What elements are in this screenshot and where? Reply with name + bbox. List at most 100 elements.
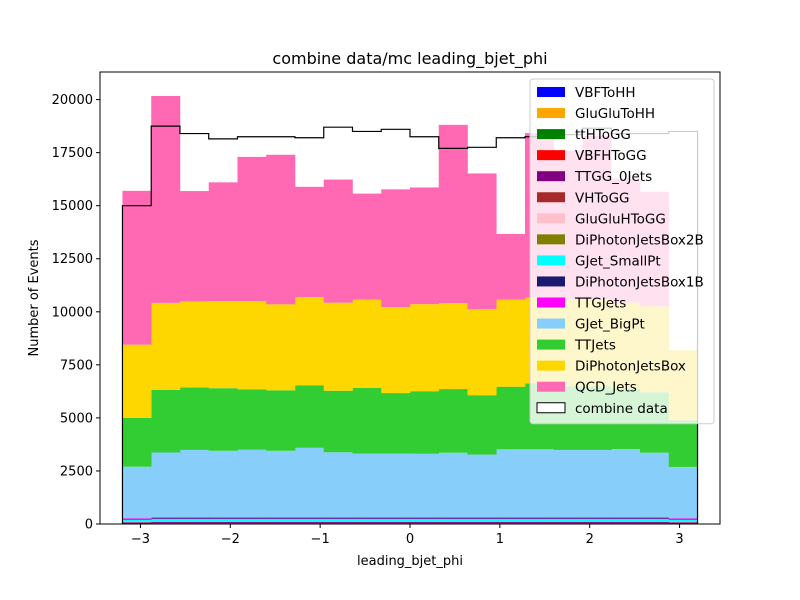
bar-gjet-bigpt-bin-3 xyxy=(208,450,238,518)
x-tick-label: −2 xyxy=(221,532,240,547)
bar-gjet-bigpt-bin-9 xyxy=(381,453,411,518)
bar-ttgjets-bin-14 xyxy=(525,517,555,519)
bar-ttgg-0jets-bin-7 xyxy=(323,522,353,524)
bar-ttgjets-bin-17 xyxy=(611,517,641,519)
legend-label-diphotonjetsbox1b: DiPhotonJetsBox1B xyxy=(575,274,704,290)
legend-swatch-combine-data xyxy=(536,402,566,414)
x-axis-label: leading_bjet_phi xyxy=(357,554,463,569)
legend-label-vhtogg: VHToGG xyxy=(575,190,630,206)
legend-swatch-ttjets xyxy=(537,339,565,350)
bar-gjet-bigpt-bin-6 xyxy=(294,447,325,518)
bar-ttgjets-bin-1 xyxy=(151,517,181,519)
bar-gjet-bigpt-bin-8 xyxy=(352,453,382,518)
y-tick-label: 20000 xyxy=(52,93,93,108)
legend-swatch-diphotonjetsbox1b xyxy=(537,276,565,287)
bar-gjet-smallpt-bin-10 xyxy=(410,519,440,522)
bar-gjet-bigpt-bin-4 xyxy=(237,449,267,518)
bar-diphotonjetsbox-bin-7 xyxy=(323,302,353,391)
bar-diphotonjetsbox1b-bin-13 xyxy=(496,518,526,520)
bar-gjet-smallpt-bin-1 xyxy=(151,519,181,522)
bar-gjet-smallpt-bin-4 xyxy=(237,519,267,522)
bar-ttgg-0jets-bin-9 xyxy=(381,522,411,524)
bar-diphotonjetsbox-bin-10 xyxy=(410,304,440,392)
bar-qcd-jets-bin-3 xyxy=(208,182,238,302)
legend-swatch-vbfhtogg xyxy=(537,150,565,161)
bar-gjet-bigpt-bin-17 xyxy=(611,449,641,518)
legend-label-combine-data: combine data xyxy=(575,401,668,417)
bar-ttjets-bin-2 xyxy=(179,387,210,450)
bar-diphotonjetsbox1b-bin-7 xyxy=(323,518,353,520)
bar-ttjets-bin-8 xyxy=(352,387,382,454)
bar-diphotonjetsbox1b-bin-6 xyxy=(294,518,325,520)
y-tick-label: 0 xyxy=(85,518,93,533)
bar-ttgg-0jets-bin-15 xyxy=(553,522,583,524)
bar-diphotonjetsbox1b-bin-4 xyxy=(237,518,267,520)
bar-diphotonjetsbox1b-bin-11 xyxy=(438,518,468,520)
bar-diphotonjetsbox1b-bin-1 xyxy=(151,518,181,520)
legend-label-qcd-jets: QCD_Jets xyxy=(575,380,637,396)
bar-gjet-smallpt-bin-9 xyxy=(381,519,411,522)
bar-gjet-smallpt-bin-13 xyxy=(496,519,526,522)
bar-qcd-jets-bin-0 xyxy=(122,190,152,345)
bar-ttgjets-bin-18 xyxy=(640,517,670,519)
bar-ttgg-0jets-bin-12 xyxy=(467,522,497,524)
bar-gjet-bigpt-bin-16 xyxy=(582,449,612,518)
bar-diphotonjetsbox-bin-5 xyxy=(266,304,296,391)
bar-diphotonjetsbox-bin-0 xyxy=(122,344,152,418)
bar-qcd-jets-bin-4 xyxy=(237,156,267,302)
bar-gjet-bigpt-bin-14 xyxy=(525,449,555,518)
bar-qcd-jets-bin-2 xyxy=(179,191,210,302)
bar-gjet-bigpt-bin-11 xyxy=(438,452,468,518)
bar-gjet-bigpt-bin-18 xyxy=(640,452,670,518)
bar-ttgg-0jets-bin-10 xyxy=(410,522,440,524)
legend-swatch-ttgg-0jets xyxy=(537,171,565,182)
bar-ttgjets-bin-5 xyxy=(266,517,296,519)
y-tick-label: 15000 xyxy=(52,199,93,214)
bar-diphotonjetsbox1b-bin-18 xyxy=(640,518,670,520)
bar-qcd-jets-bin-13 xyxy=(496,233,526,300)
stacked-bars xyxy=(122,95,698,524)
bar-diphotonjetsbox-bin-6 xyxy=(294,297,325,386)
y-tick-label: 12500 xyxy=(52,252,93,267)
bar-gjet-smallpt-bin-6 xyxy=(294,519,325,522)
bar-gjet-bigpt-bin-12 xyxy=(467,454,497,518)
bar-diphotonjetsbox1b-bin-0 xyxy=(122,519,152,520)
bar-ttgjets-bin-4 xyxy=(237,517,267,519)
bar-diphotonjetsbox-bin-11 xyxy=(438,303,468,390)
bar-diphotonjetsbox-bin-3 xyxy=(208,301,238,389)
legend-swatch-gluglutohh xyxy=(537,108,565,119)
legend-label-vbfhtogg: VBFHToGG xyxy=(575,148,647,164)
bar-qcd-jets-bin-8 xyxy=(352,193,382,300)
bar-gjet-smallpt-bin-3 xyxy=(208,519,238,522)
bar-ttgg-0jets-bin-17 xyxy=(611,522,641,524)
bar-ttjets-bin-0 xyxy=(122,417,152,467)
bar-qcd-jets-bin-11 xyxy=(438,124,468,304)
bar-ttgjets-bin-10 xyxy=(410,517,440,519)
bar-gjet-bigpt-bin-1 xyxy=(151,452,181,518)
legend-label-glugluhtogg: GluGluHToGG xyxy=(575,211,666,227)
bar-ttgjets-bin-12 xyxy=(467,517,497,519)
bar-diphotonjetsbox1b-bin-3 xyxy=(208,518,238,520)
bar-ttgjets-bin-2 xyxy=(179,517,210,519)
bar-gjet-bigpt-bin-13 xyxy=(496,449,526,518)
bar-ttgg-0jets-bin-0 xyxy=(122,522,152,524)
y-axis-label: Number of Events xyxy=(27,239,42,356)
x-tick-label: −3 xyxy=(131,532,150,547)
x-axis: −3 −2 −1 0 1 2 3 xyxy=(131,524,684,547)
bar-ttgg-0jets-bin-11 xyxy=(438,522,468,524)
bar-gjet-bigpt-bin-15 xyxy=(553,449,583,518)
y-tick-label: 2500 xyxy=(60,464,93,479)
bar-ttgg-0jets-bin-1 xyxy=(151,522,181,524)
bar-ttgjets-bin-13 xyxy=(496,517,526,519)
bar-ttgg-0jets-bin-5 xyxy=(266,522,296,524)
bar-qcd-jets-bin-10 xyxy=(410,187,440,305)
y-tick-label: 5000 xyxy=(60,411,93,426)
bar-diphotonjetsbox-bin-1 xyxy=(151,302,181,390)
bar-diphotonjetsbox1b-bin-2 xyxy=(179,518,210,520)
bar-ttjets-bin-12 xyxy=(467,395,497,455)
bar-ttgjets-bin-16 xyxy=(582,517,612,519)
bar-ttjets-bin-6 xyxy=(294,385,325,448)
legend-label-ttjets: TTJets xyxy=(574,338,616,354)
legend-label-gluglutohh: GluGluToHH xyxy=(575,106,655,122)
